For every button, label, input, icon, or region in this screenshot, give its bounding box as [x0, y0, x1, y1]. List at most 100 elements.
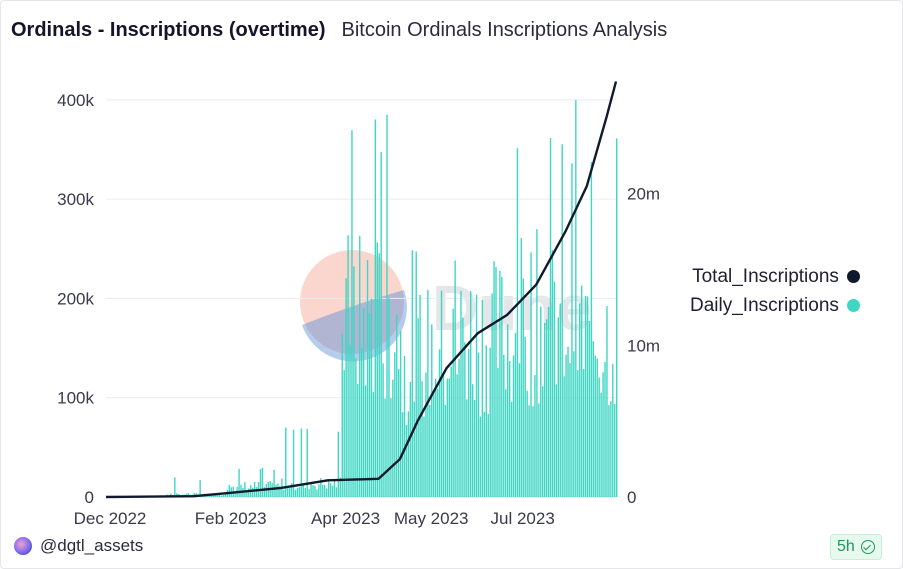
daily-bar	[290, 483, 293, 497]
daily-bar	[325, 488, 328, 497]
daily-bar	[378, 253, 380, 497]
daily-bar	[259, 469, 262, 497]
legend-item-total[interactable]: Total_Inscriptions	[690, 262, 860, 291]
daily-bar	[563, 376, 565, 497]
daily-bar	[347, 235, 349, 498]
daily-bar	[333, 480, 336, 497]
daily-bar	[312, 484, 314, 497]
daily-bar	[343, 370, 345, 497]
daily-bar	[273, 469, 275, 497]
author-link[interactable]: @dgtl_assets	[14, 536, 143, 556]
daily-bar	[327, 478, 330, 497]
daily-bar	[275, 484, 277, 497]
daily-bar	[553, 281, 556, 497]
legend: Total_Inscriptions Daily_Inscriptions	[690, 262, 860, 320]
daily-bar	[341, 333, 343, 497]
author-name: @dgtl_assets	[40, 536, 144, 555]
daily-bar	[512, 355, 515, 497]
daily-bar	[446, 378, 449, 497]
daily-bar	[429, 405, 431, 497]
daily-bar	[392, 379, 394, 497]
daily-bar	[364, 385, 367, 497]
daily-bar	[213, 494, 215, 497]
daily-bar	[308, 489, 310, 497]
daily-bar	[298, 487, 301, 497]
daily-bar	[251, 487, 254, 497]
daily-bar	[577, 370, 579, 497]
legend-item-daily[interactable]: Daily_Inscriptions	[690, 291, 860, 320]
freshness-badge[interactable]: 5h	[830, 534, 882, 560]
daily-bar	[403, 355, 406, 497]
daily-bar	[536, 229, 538, 498]
daily-bar	[448, 378, 450, 497]
daily-bar	[579, 303, 581, 497]
daily-bar	[501, 277, 503, 497]
daily-bar	[277, 483, 279, 497]
daily-bar	[491, 293, 493, 497]
total-inscriptions-line	[105, 81, 618, 499]
daily-bar	[530, 252, 532, 497]
daily-bar	[296, 487, 299, 497]
daily-bar	[263, 487, 266, 497]
daily-bar	[528, 405, 530, 497]
daily-bar	[499, 270, 501, 497]
daily-bar	[487, 413, 489, 497]
daily-bar	[481, 299, 484, 497]
daily-bar	[557, 317, 560, 497]
daily-bar	[434, 378, 437, 497]
daily-bar	[394, 352, 396, 497]
daily-bar	[610, 401, 612, 497]
avatar	[14, 537, 32, 555]
daily-bar	[438, 349, 441, 497]
daily-bar	[246, 490, 248, 497]
daily-bar	[370, 298, 373, 497]
daily-bar	[542, 386, 544, 497]
right-axis: 0 10m 20m	[627, 185, 660, 507]
daily-bar	[477, 352, 480, 497]
daily-bar	[532, 406, 534, 497]
daily-bar	[255, 487, 258, 497]
daily-bar	[345, 278, 347, 497]
daily-bar	[594, 355, 596, 497]
daily-bar	[405, 424, 408, 497]
daily-bar	[510, 401, 513, 497]
daily-bar	[483, 411, 486, 497]
x-axis: Dec 2022 Feb 2023 Apr 2023 May 2023 Jul 2023	[74, 509, 555, 528]
daily-bar	[561, 144, 563, 497]
chart-subtitle: Bitcoin Ordinals Inscriptions Analysis	[341, 19, 668, 41]
daily-bar	[288, 488, 291, 497]
daily-bar	[479, 416, 482, 497]
daily-bar	[421, 381, 423, 497]
daily-bar	[547, 306, 550, 497]
daily-bar	[526, 390, 528, 497]
total-line	[105, 81, 618, 499]
daily-bar	[431, 324, 433, 497]
daily-bar	[575, 99, 577, 497]
daily-bar	[382, 363, 384, 497]
daily-bar	[444, 404, 447, 497]
daily-bar	[388, 297, 390, 497]
daily-bar	[473, 399, 476, 497]
daily-bar	[534, 374, 536, 497]
daily-bar	[390, 398, 392, 497]
daily-bar	[590, 162, 593, 498]
daily-bar	[567, 346, 569, 497]
daily-bar	[505, 389, 507, 497]
right-tick-label: 20m	[627, 185, 660, 204]
daily-bar	[248, 488, 250, 497]
daily-bar	[417, 318, 419, 497]
daily-bar	[516, 148, 519, 497]
left-tick-label: 300k	[57, 190, 94, 209]
daily-bar	[374, 119, 377, 497]
daily-bar	[586, 296, 589, 497]
daily-bar	[606, 306, 608, 497]
x-tick-label: Feb 2023	[195, 509, 267, 528]
daily-bar	[470, 291, 472, 497]
daily-bar	[514, 333, 517, 497]
daily-bar	[279, 486, 281, 497]
daily-bar	[361, 348, 363, 497]
daily-bar	[466, 399, 468, 497]
daily-bar	[425, 372, 427, 497]
daily-bar	[384, 398, 386, 497]
watermark-text: Dune	[432, 272, 592, 344]
